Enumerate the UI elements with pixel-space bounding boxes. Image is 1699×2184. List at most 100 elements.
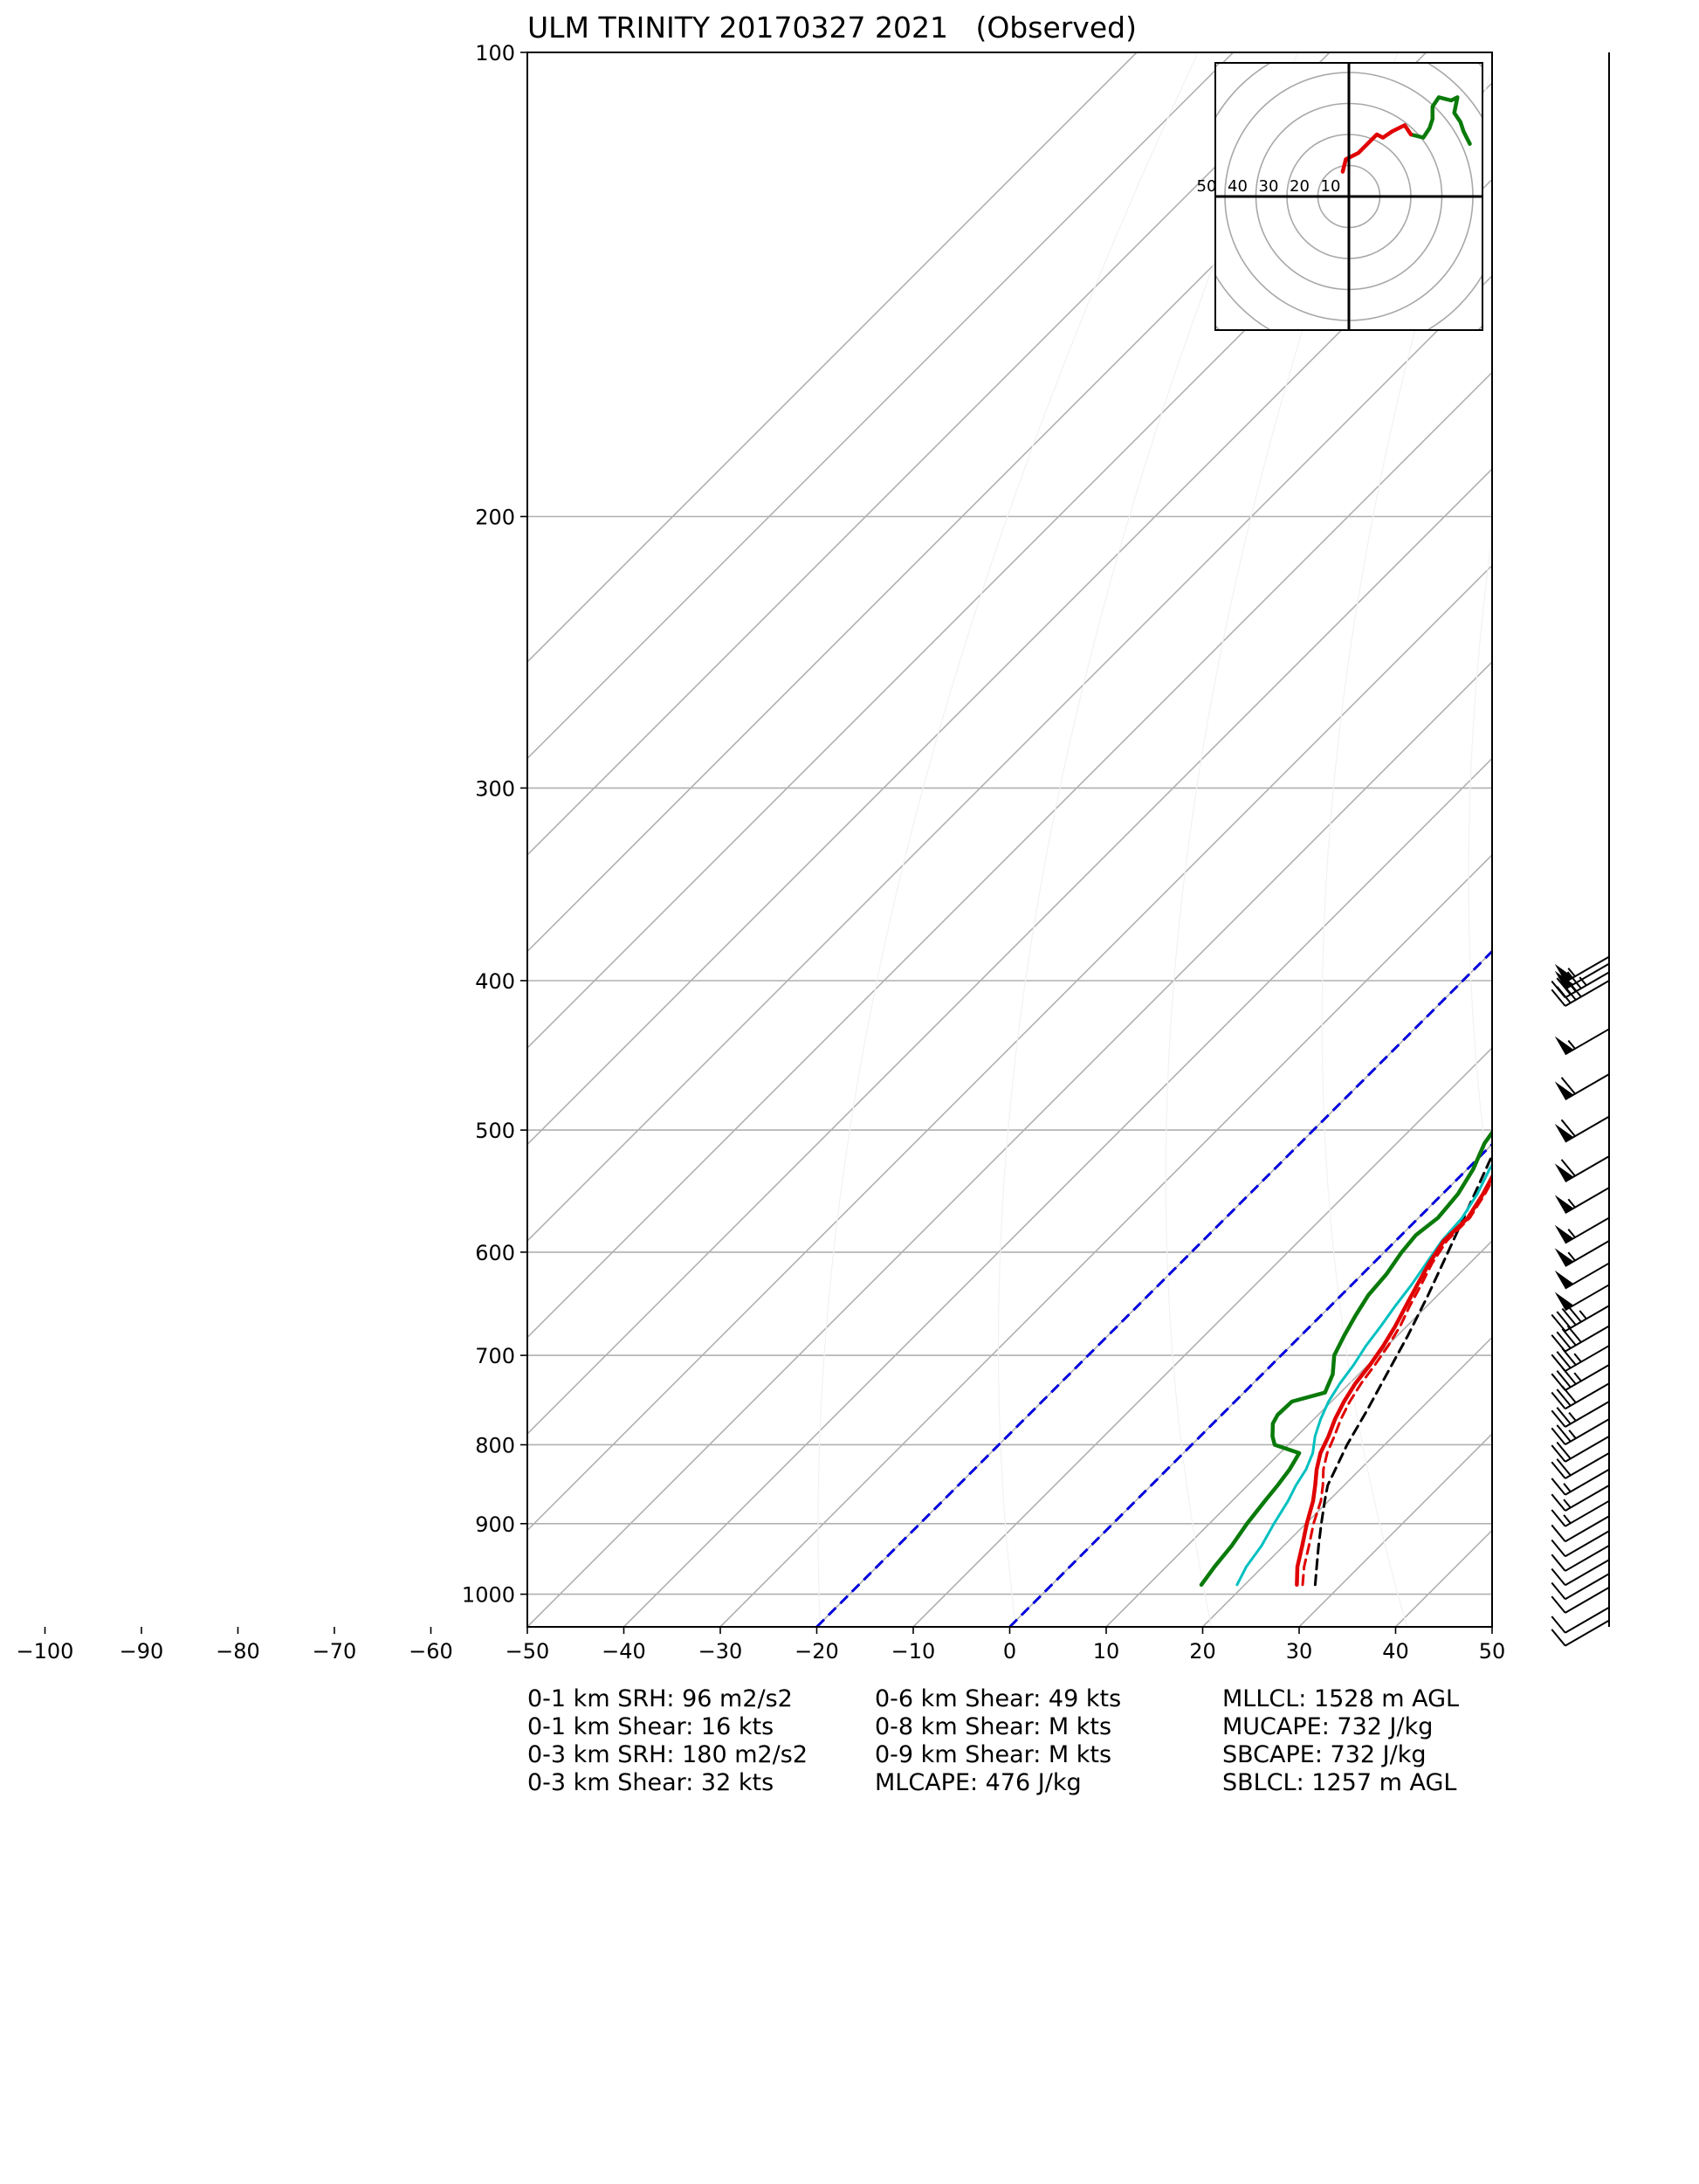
isotherm-gridline (526, 52, 1331, 858)
wind-barb (1551, 1573, 1610, 1601)
hodograph-upper-trace (1408, 95, 1472, 146)
y-tick-label: 400 (475, 969, 515, 994)
wind-barb (1554, 1073, 1610, 1101)
wind-barb (1551, 1382, 1610, 1410)
wind-barb (1551, 1545, 1610, 1572)
wind-barbs (1551, 52, 1610, 1647)
hodograph-ring-label: 30 (1259, 177, 1279, 196)
x-tick-label: −20 (794, 1639, 839, 1664)
wind-barb (1551, 1485, 1610, 1512)
y-tick-label: 500 (475, 1119, 515, 1143)
x-tick-label: −40 (602, 1639, 646, 1664)
wind-barb (1551, 1587, 1610, 1614)
parcel-profile (1313, 1150, 1493, 1587)
param-srh-0-3: 0-3 km SRH: 180 m2/s2 (527, 1741, 808, 1768)
param-shear-0-1: 0-1 km Shear: 16 kts (527, 1713, 774, 1740)
y-tick-label: 300 (475, 776, 515, 801)
wind-barb (1554, 1284, 1610, 1312)
virtual-temperature-profile (1301, 1176, 1493, 1587)
wind-barb (1551, 1305, 1610, 1333)
x-tick-label: −80 (216, 1639, 260, 1664)
x-tick-label: −30 (698, 1639, 743, 1664)
dewpoint-profile (1199, 1127, 1493, 1588)
wind-barb (1554, 1216, 1610, 1244)
temperature-profile (1295, 1171, 1493, 1588)
wind-barb (1551, 1418, 1610, 1446)
wind-barb (1551, 1499, 1610, 1527)
y-tick-label: 200 (475, 505, 515, 529)
x-tick-label: −50 (506, 1639, 550, 1664)
wind-barb (1551, 1325, 1610, 1353)
hodograph-frame (1214, 62, 1483, 331)
dry-adiabat (1321, 65, 1493, 1627)
hodograph-ring-label: 20 (1290, 177, 1310, 196)
x-tick-label: 50 (1479, 1639, 1506, 1664)
y-tick-label: 1000 (462, 1583, 515, 1608)
isotherm-gridline (526, 52, 1235, 761)
param-sblcl: SBLCL: 1257 m AGL (1222, 1769, 1456, 1796)
wind-barb (1554, 1187, 1610, 1215)
hodograph-ring-label: 50 (1197, 177, 1217, 196)
hodograph-low-trace (1340, 123, 1414, 174)
reference-isotherm (1008, 1141, 1493, 1627)
y-tick-label: 800 (475, 1433, 515, 1457)
dry-adiabat (1468, 526, 1493, 1209)
param-shear-0-3: 0-3 km Shear: 32 kts (527, 1769, 774, 1796)
wind-barb (1551, 1606, 1610, 1634)
x-tick-label: 10 (1093, 1639, 1120, 1664)
isotherm-gridline (1201, 1335, 1493, 1627)
param-mlcape: MLCAPE: 476 J/kg (875, 1769, 1082, 1796)
param-mllcl: MLLCL: 1528 m AGL (1222, 1685, 1459, 1712)
x-tick-label: 40 (1382, 1639, 1409, 1664)
wind-barb (1551, 980, 1610, 1007)
isotherm-gridline (526, 370, 1493, 1340)
x-tick-label: 30 (1286, 1639, 1313, 1664)
series-layer (1199, 1127, 1493, 1588)
param-mucape: MUCAPE: 732 J/kg (1222, 1713, 1433, 1740)
isotherm-gridline (526, 659, 1493, 1627)
wind-barb (1551, 1530, 1610, 1558)
param-shear-0-9: 0-9 km Shear: M kts (875, 1741, 1111, 1768)
sounding-parameters: 0-1 km SRH: 96 m2/s2 0-1 km Shear: 16 kt… (527, 1685, 1459, 1796)
y-axis: 100 200 300 400 500 600 700 800 900 1000 (462, 41, 527, 1608)
dry-adiabat (997, 52, 1299, 1627)
wind-barb (1554, 1262, 1610, 1290)
x-tick-label: −70 (313, 1639, 357, 1664)
dry-adiabat (1606, 52, 1699, 1627)
hodograph-ring-label: 10 (1321, 177, 1341, 196)
param-srh-0-1: 0-1 km SRH: 96 m2/s2 (527, 1685, 793, 1712)
isotherm-gridline (526, 52, 1427, 954)
wind-barb (1554, 962, 1610, 990)
wind-barb (1551, 1559, 1610, 1587)
param-shear-0-6: 0-6 km Shear: 49 kts (875, 1685, 1121, 1712)
x-tick-label: 0 (1003, 1639, 1016, 1664)
dry-adiabat (1165, 52, 1399, 1627)
x-tick-label: −60 (409, 1639, 453, 1664)
chart-title: ULM TRINITY 20170327 2021 (Observed) (527, 10, 1137, 45)
wind-barb (1551, 1364, 1610, 1391)
isotherm-gridline (526, 563, 1493, 1533)
x-tick-label: −100 (17, 1639, 74, 1664)
x-tick-label: −90 (120, 1639, 164, 1664)
isotherm-gridline (719, 852, 1493, 1627)
wind-barb (1554, 1240, 1610, 1267)
y-tick-label: 700 (475, 1344, 515, 1368)
wind-barb (1551, 1345, 1610, 1372)
wind-barb (1551, 1435, 1610, 1463)
isotherm-gridline (912, 1045, 1493, 1627)
reference-isotherm (815, 948, 1493, 1627)
wetbulb-profile (1235, 1161, 1493, 1587)
wind-barb (1554, 1115, 1610, 1143)
y-tick-label: 900 (475, 1512, 515, 1537)
hodograph-ring-label: 40 (1228, 177, 1248, 196)
wind-barb (1551, 1452, 1610, 1479)
x-tick-label: 20 (1189, 1639, 1216, 1664)
wind-barb (1551, 1619, 1610, 1647)
isotherm-gridline (526, 52, 1138, 665)
wind-barb (1554, 1028, 1610, 1056)
isotherm-gridline (526, 466, 1493, 1436)
dry-adiabat (817, 52, 1199, 1627)
y-tick-label: 600 (475, 1241, 515, 1265)
isotherm-gridline (623, 756, 1493, 1627)
